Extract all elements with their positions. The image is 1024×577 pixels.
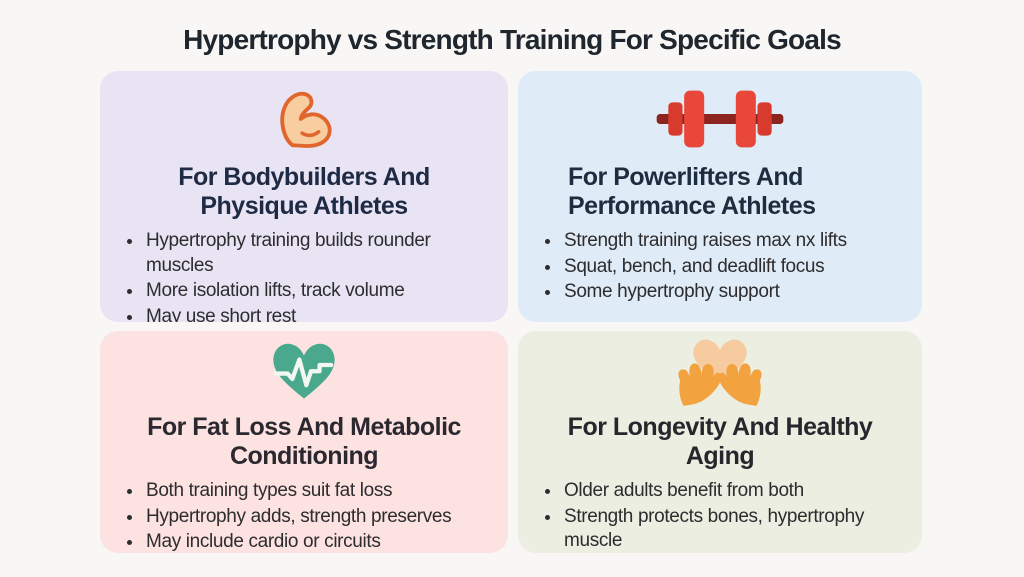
bullet-item: Hypertrophy training builds rounder musc… xyxy=(144,229,486,278)
quadrant-grid: For Bodybuilders And Physique Athletes H… xyxy=(100,71,922,553)
bullet-item: Older adults benefit from both xyxy=(562,479,900,504)
page-title: Hypertrophy vs Strength Training For Spe… xyxy=(183,24,842,55)
heading-line: For Longevity And Healthy xyxy=(567,413,873,441)
dumbbell-plate xyxy=(757,102,772,136)
card-longevity: For Longevity And Healthy Aging Older ad… xyxy=(518,331,922,553)
card-heading: For Powerlifters And Performance Athlete… xyxy=(540,163,900,220)
dumbbell-icon xyxy=(656,90,784,148)
dumbbell-plate xyxy=(684,90,705,148)
card-bodybuilders: For Bodybuilders And Physique Athletes H… xyxy=(100,71,508,322)
bullet-item: Both training types suit fat loss xyxy=(144,479,486,504)
pulse-line xyxy=(273,357,334,388)
bicep-crease xyxy=(300,130,321,138)
heading-line: Performance Athletes xyxy=(568,191,816,220)
dumbbell-plate xyxy=(668,102,683,136)
hands-holding-heart-icon xyxy=(678,339,762,406)
bullet-item: More isolation lifts, track volume xyxy=(144,279,486,304)
heading-line: Conditioning xyxy=(229,441,379,470)
bullet-list: Strength training raises max nx lifts Sq… xyxy=(540,229,900,306)
card-heading: For Fat Loss And Metabolic Conditioning xyxy=(122,413,486,470)
bullet-item: Some hypertrophy support xyxy=(562,280,900,305)
dumbbell-plate xyxy=(735,90,756,148)
right-hand-shape xyxy=(718,363,762,406)
flexed-bicep-icon xyxy=(280,91,332,148)
bullet-item: Squat, bench, and deadlift focus xyxy=(562,255,900,280)
bullet-list: Hypertrophy training builds rounder musc… xyxy=(122,229,486,322)
bullet-list: Older adults benefit from both Strength … xyxy=(540,479,900,553)
bullet-item: Strength protects bones, hypertrophy mus… xyxy=(562,505,900,553)
bullet-item: Strength training raises max nx lifts xyxy=(562,229,900,254)
bullet-item: May include cardio or circuits xyxy=(144,530,486,553)
bicep-shape xyxy=(280,91,332,148)
heading-line: Physique Athletes xyxy=(200,191,408,220)
card-powerlifters: For Powerlifters And Performance Athlete… xyxy=(518,71,922,322)
flexed-bicep-icon xyxy=(272,83,336,155)
heading-line: For Powerlifters And xyxy=(568,163,803,191)
bullet-list: Both training types suit fat loss Hypert… xyxy=(122,479,486,553)
heading-line: For Bodybuilders And xyxy=(178,163,430,191)
card-heading: For Longevity And Healthy Aging xyxy=(540,413,900,470)
hands-holding-heart-icon xyxy=(672,337,768,407)
heart-pulse-icon xyxy=(273,343,335,399)
bullet-item: May use short rest xyxy=(144,305,486,322)
bullet-item: Hypertrophy adds, strength preserves xyxy=(144,505,486,530)
heading-line: Aging xyxy=(685,441,755,470)
card-heading: For Bodybuilders And Physique Athletes xyxy=(122,163,486,220)
dumbbell-icon xyxy=(652,83,788,155)
heart-pulse-icon xyxy=(265,337,343,407)
left-hand-shape xyxy=(678,363,722,406)
heading-line: For Fat Loss And Metabolic xyxy=(147,413,461,441)
card-fat-loss: For Fat Loss And Metabolic Conditioning … xyxy=(100,331,508,553)
